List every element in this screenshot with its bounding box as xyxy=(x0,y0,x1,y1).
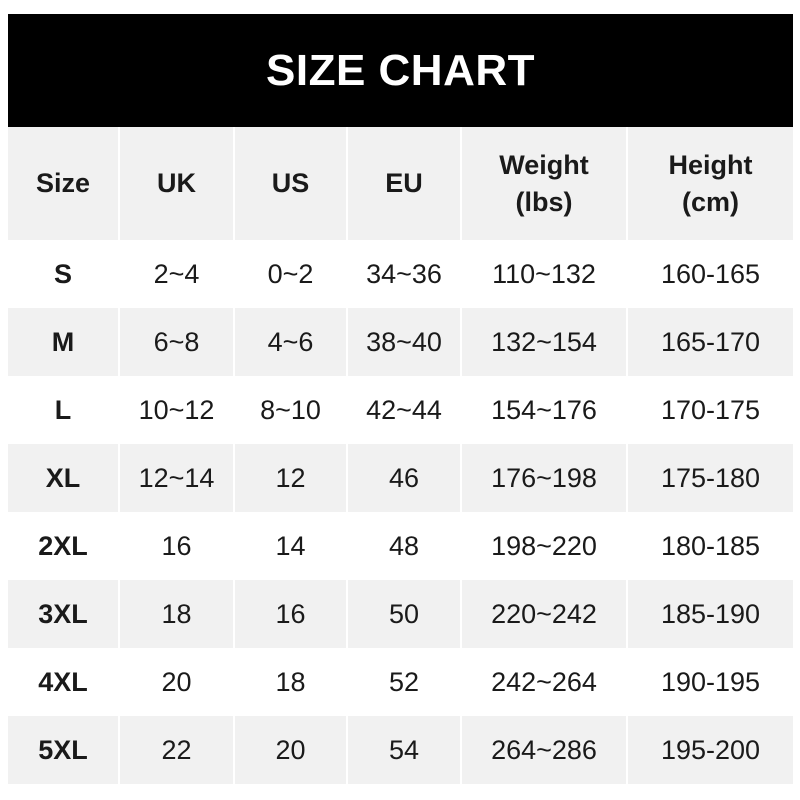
table-cell: 52 xyxy=(348,648,462,716)
column-header: US xyxy=(235,127,348,240)
table-cell: 38~40 xyxy=(348,308,462,376)
table-cell: 170-175 xyxy=(628,376,793,444)
table-cell: 16 xyxy=(235,580,348,648)
row-label: S xyxy=(8,240,120,308)
table-cell: 54 xyxy=(348,716,462,784)
table-cell: 195-200 xyxy=(628,716,793,784)
row-label: 3XL xyxy=(8,580,120,648)
table-cell: 20 xyxy=(235,716,348,784)
table-cell: 132~154 xyxy=(462,308,628,376)
column-header: EU xyxy=(348,127,462,240)
row-label: M xyxy=(8,308,120,376)
table-cell: 220~242 xyxy=(462,580,628,648)
column-header: Weight (lbs) xyxy=(462,127,628,240)
table-cell: 6~8 xyxy=(120,308,235,376)
table-cell: 198~220 xyxy=(462,512,628,580)
size-table: Size UK US EU Weight (lbs) Height (cm) S 2~4 0~2… xyxy=(8,127,793,784)
row-label: L xyxy=(8,376,120,444)
table-cell: 42~44 xyxy=(348,376,462,444)
table-cell: 190-195 xyxy=(628,648,793,716)
column-header: UK xyxy=(120,127,235,240)
table-cell: 185-190 xyxy=(628,580,793,648)
table-cell: 176~198 xyxy=(462,444,628,512)
table-cell: 165-170 xyxy=(628,308,793,376)
table-cell: 180-185 xyxy=(628,512,793,580)
table-cell: 18 xyxy=(235,648,348,716)
table-cell: 22 xyxy=(120,716,235,784)
table-cell: 12~14 xyxy=(120,444,235,512)
table-cell: 264~286 xyxy=(462,716,628,784)
table-cell: 160-165 xyxy=(628,240,793,308)
table-cell: 16 xyxy=(120,512,235,580)
table-cell: 0~2 xyxy=(235,240,348,308)
table-cell: 12 xyxy=(235,444,348,512)
table-cell: 4~6 xyxy=(235,308,348,376)
table-cell: 110~132 xyxy=(462,240,628,308)
table-cell: 46 xyxy=(348,444,462,512)
row-label: 2XL xyxy=(8,512,120,580)
size-chart: SIZE CHART Size UK US EU Weight (lbs) Height … xyxy=(8,14,793,784)
table-cell: 175-180 xyxy=(628,444,793,512)
column-header: Size xyxy=(8,127,120,240)
table-cell: 242~264 xyxy=(462,648,628,716)
row-label: XL xyxy=(8,444,120,512)
table-cell: 34~36 xyxy=(348,240,462,308)
chart-title: SIZE CHART xyxy=(8,14,793,127)
row-label: 5XL xyxy=(8,716,120,784)
table-cell: 48 xyxy=(348,512,462,580)
column-header: Height (cm) xyxy=(628,127,793,240)
table-cell: 50 xyxy=(348,580,462,648)
table-cell: 14 xyxy=(235,512,348,580)
table-cell: 2~4 xyxy=(120,240,235,308)
table-cell: 154~176 xyxy=(462,376,628,444)
table-cell: 8~10 xyxy=(235,376,348,444)
table-cell: 18 xyxy=(120,580,235,648)
row-label: 4XL xyxy=(8,648,120,716)
table-cell: 20 xyxy=(120,648,235,716)
table-cell: 10~12 xyxy=(120,376,235,444)
